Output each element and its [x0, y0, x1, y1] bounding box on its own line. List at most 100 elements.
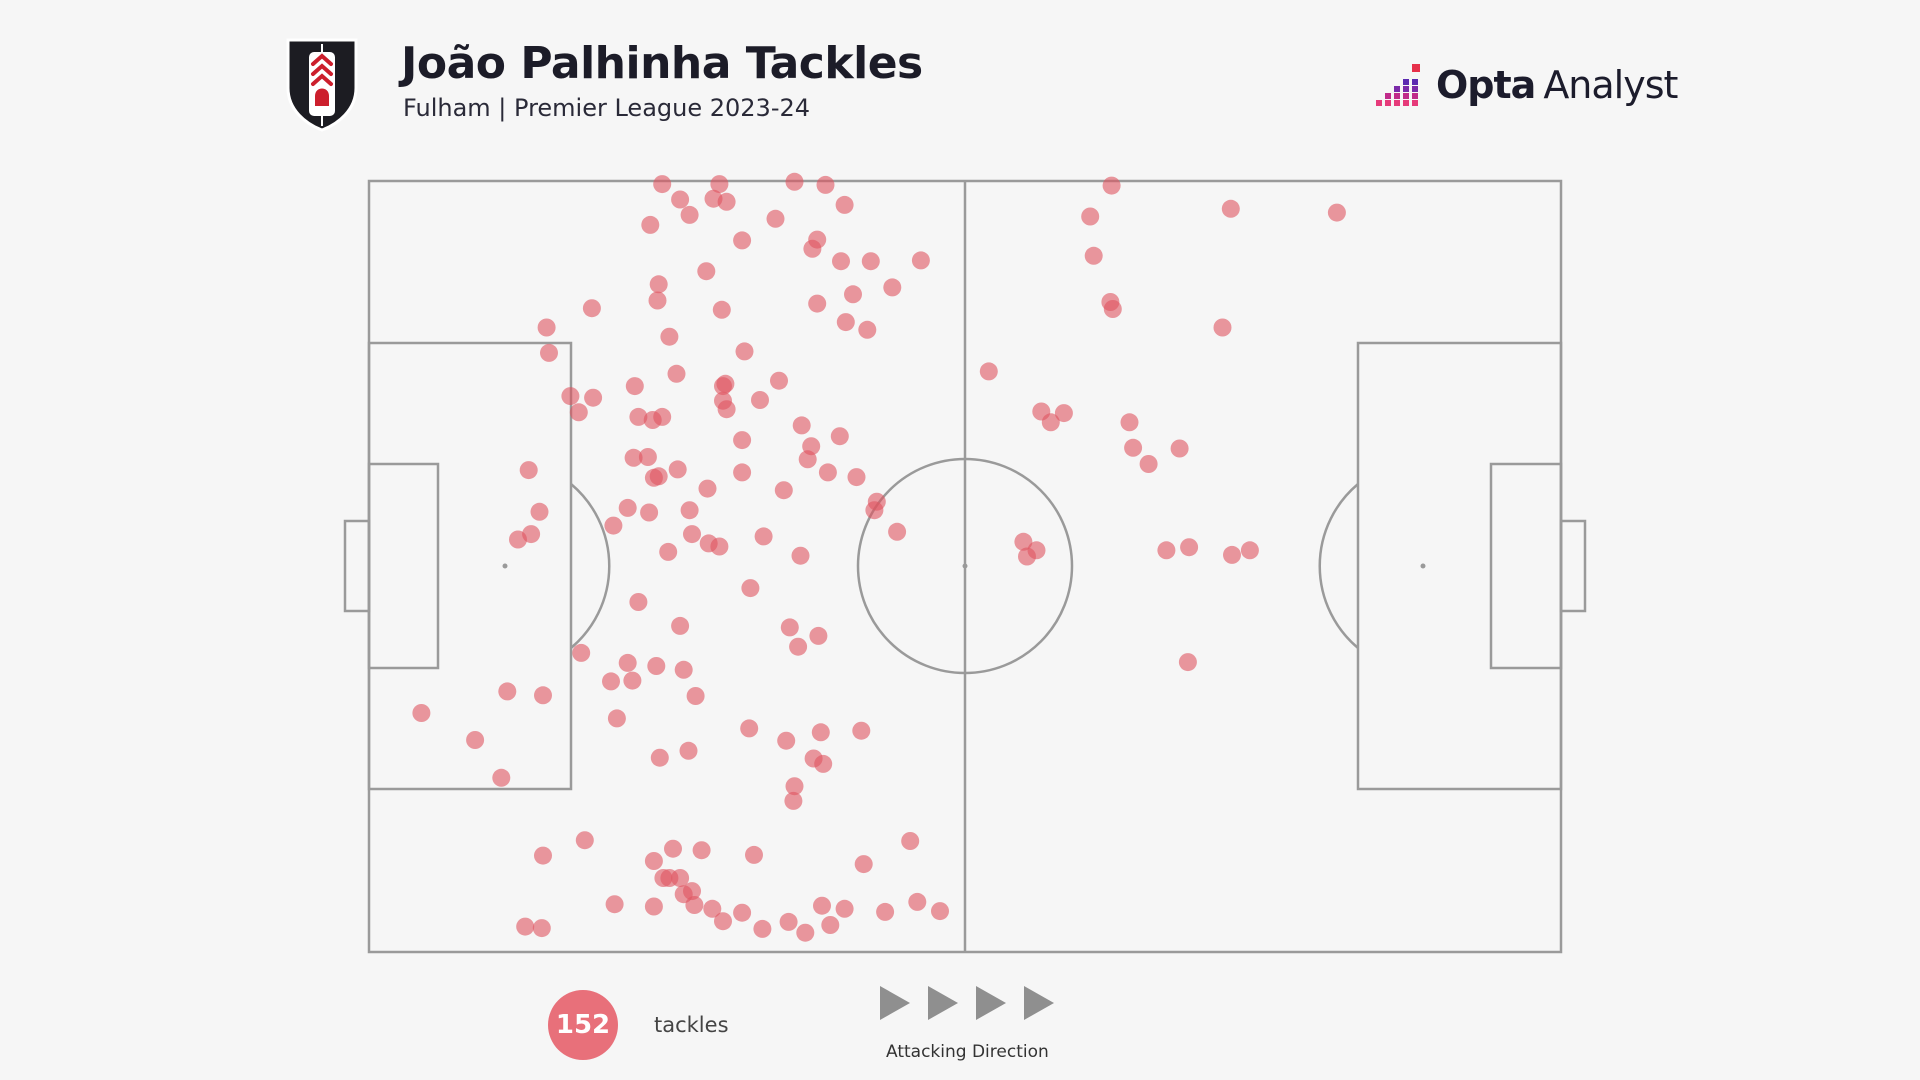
- tackle-point: [667, 364, 686, 383]
- tackle-markers: [412, 172, 1346, 942]
- attacking-direction-label: Attacking Direction: [886, 1042, 1049, 1062]
- tackle-point: [1041, 413, 1060, 432]
- tackle-point: [753, 919, 772, 938]
- tackle-point: [813, 896, 831, 915]
- tackle-point: [883, 278, 902, 297]
- tackle-point: [714, 912, 732, 931]
- tackle-point: [624, 448, 643, 467]
- tackle-point: [911, 251, 930, 270]
- tackle-point: [664, 839, 682, 858]
- tackle-point: [754, 527, 773, 546]
- tackle-point: [733, 231, 752, 250]
- tackle-point: [780, 618, 799, 637]
- attacking-direction-arrows: [880, 986, 1054, 1020]
- tackle-point: [1103, 300, 1122, 318]
- tackle-point: [569, 403, 588, 422]
- tackle-point: [644, 897, 663, 916]
- tackle-point: [680, 501, 699, 520]
- tackle-point: [680, 205, 699, 224]
- tackle-point: [751, 391, 769, 409]
- tackle-point: [625, 377, 644, 396]
- fulham-crest-icon: [286, 38, 358, 132]
- tackle-point: [844, 285, 862, 304]
- tackle-point: [808, 294, 827, 313]
- tackle-point: [534, 846, 552, 865]
- tackle-point: [629, 407, 648, 426]
- tackle-point: [785, 172, 804, 191]
- tackle-point: [804, 749, 823, 768]
- tackle-point: [618, 653, 637, 672]
- tackle-point: [602, 672, 620, 691]
- left-goal: [343, 519, 371, 613]
- tackle-point: [540, 343, 558, 362]
- tackle-point: [584, 388, 603, 407]
- tackle-point: [1102, 176, 1121, 195]
- tackle-point: [733, 903, 752, 922]
- tackle-point: [1223, 545, 1241, 564]
- tackle-point: [697, 262, 716, 281]
- tackle-point: [605, 895, 624, 914]
- tackle-point: [1221, 199, 1240, 218]
- tackle-point: [710, 175, 729, 194]
- tackle-point: [830, 427, 849, 446]
- tackle-point: [1170, 439, 1189, 458]
- tackle-point: [741, 579, 760, 598]
- right-goal: [1559, 519, 1587, 613]
- tackle-point: [785, 777, 804, 796]
- tackle-point: [861, 252, 880, 271]
- tackle-point: [1180, 538, 1199, 557]
- tackle-point: [516, 917, 535, 936]
- play-arrow-icon: [880, 986, 910, 1020]
- tackle-point: [698, 479, 717, 498]
- tackle-point: [816, 175, 835, 194]
- tackle-point: [836, 313, 855, 332]
- tackle-point: [876, 902, 895, 921]
- page-title: João Palhinha Tackles: [401, 38, 923, 89]
- tackle-point: [784, 791, 803, 810]
- tackle-point: [735, 342, 754, 361]
- tackle-point: [766, 209, 785, 228]
- tackle-point: [803, 239, 822, 258]
- tackle-point: [733, 431, 752, 450]
- tackle-point: [1139, 455, 1158, 473]
- tackle-point: [789, 637, 808, 656]
- tackle-point: [638, 448, 657, 466]
- centre-circle: [856, 457, 1074, 675]
- tackle-point: [498, 682, 517, 701]
- tackle-point: [712, 300, 731, 319]
- tackle-point: [629, 593, 648, 611]
- tackle-point: [1081, 207, 1100, 226]
- opta-analyst-logo: Opta Analyst: [1374, 58, 1678, 112]
- tackle-point: [901, 832, 920, 850]
- tackle-point: [888, 522, 907, 541]
- tackle-point: [710, 537, 729, 556]
- tackle-point: [777, 731, 796, 750]
- tackle-point: [1018, 547, 1036, 566]
- tackle-point: [1120, 413, 1139, 432]
- tackle-point: [534, 686, 552, 705]
- page-subtitle: Fulham | Premier League 2023-24: [403, 94, 811, 122]
- tackle-point: [832, 252, 850, 271]
- tackle-point: [671, 616, 690, 635]
- right-penalty-spot: [1420, 563, 1426, 569]
- tackle-point: [774, 481, 793, 500]
- tackle-point: [931, 902, 949, 921]
- tackle-point: [572, 643, 591, 662]
- tackle-point: [466, 731, 485, 749]
- left-penalty-box: [367, 341, 573, 791]
- tackle-point: [704, 189, 723, 208]
- tackle-point: [811, 723, 830, 742]
- tackle-point: [809, 626, 828, 645]
- tackle-point: [770, 371, 788, 390]
- tackle-point: [650, 748, 669, 767]
- tackle-point: [1054, 404, 1073, 423]
- tackle-point: [530, 502, 549, 521]
- tackle-point: [835, 899, 854, 918]
- tackle-point: [818, 463, 837, 482]
- tackle-count-badge: 152: [548, 990, 618, 1060]
- left-penalty-spot: [502, 563, 508, 569]
- tackle-point: [492, 768, 511, 787]
- tackle-point: [683, 525, 701, 544]
- brand-analyst: Analyst: [1543, 63, 1678, 107]
